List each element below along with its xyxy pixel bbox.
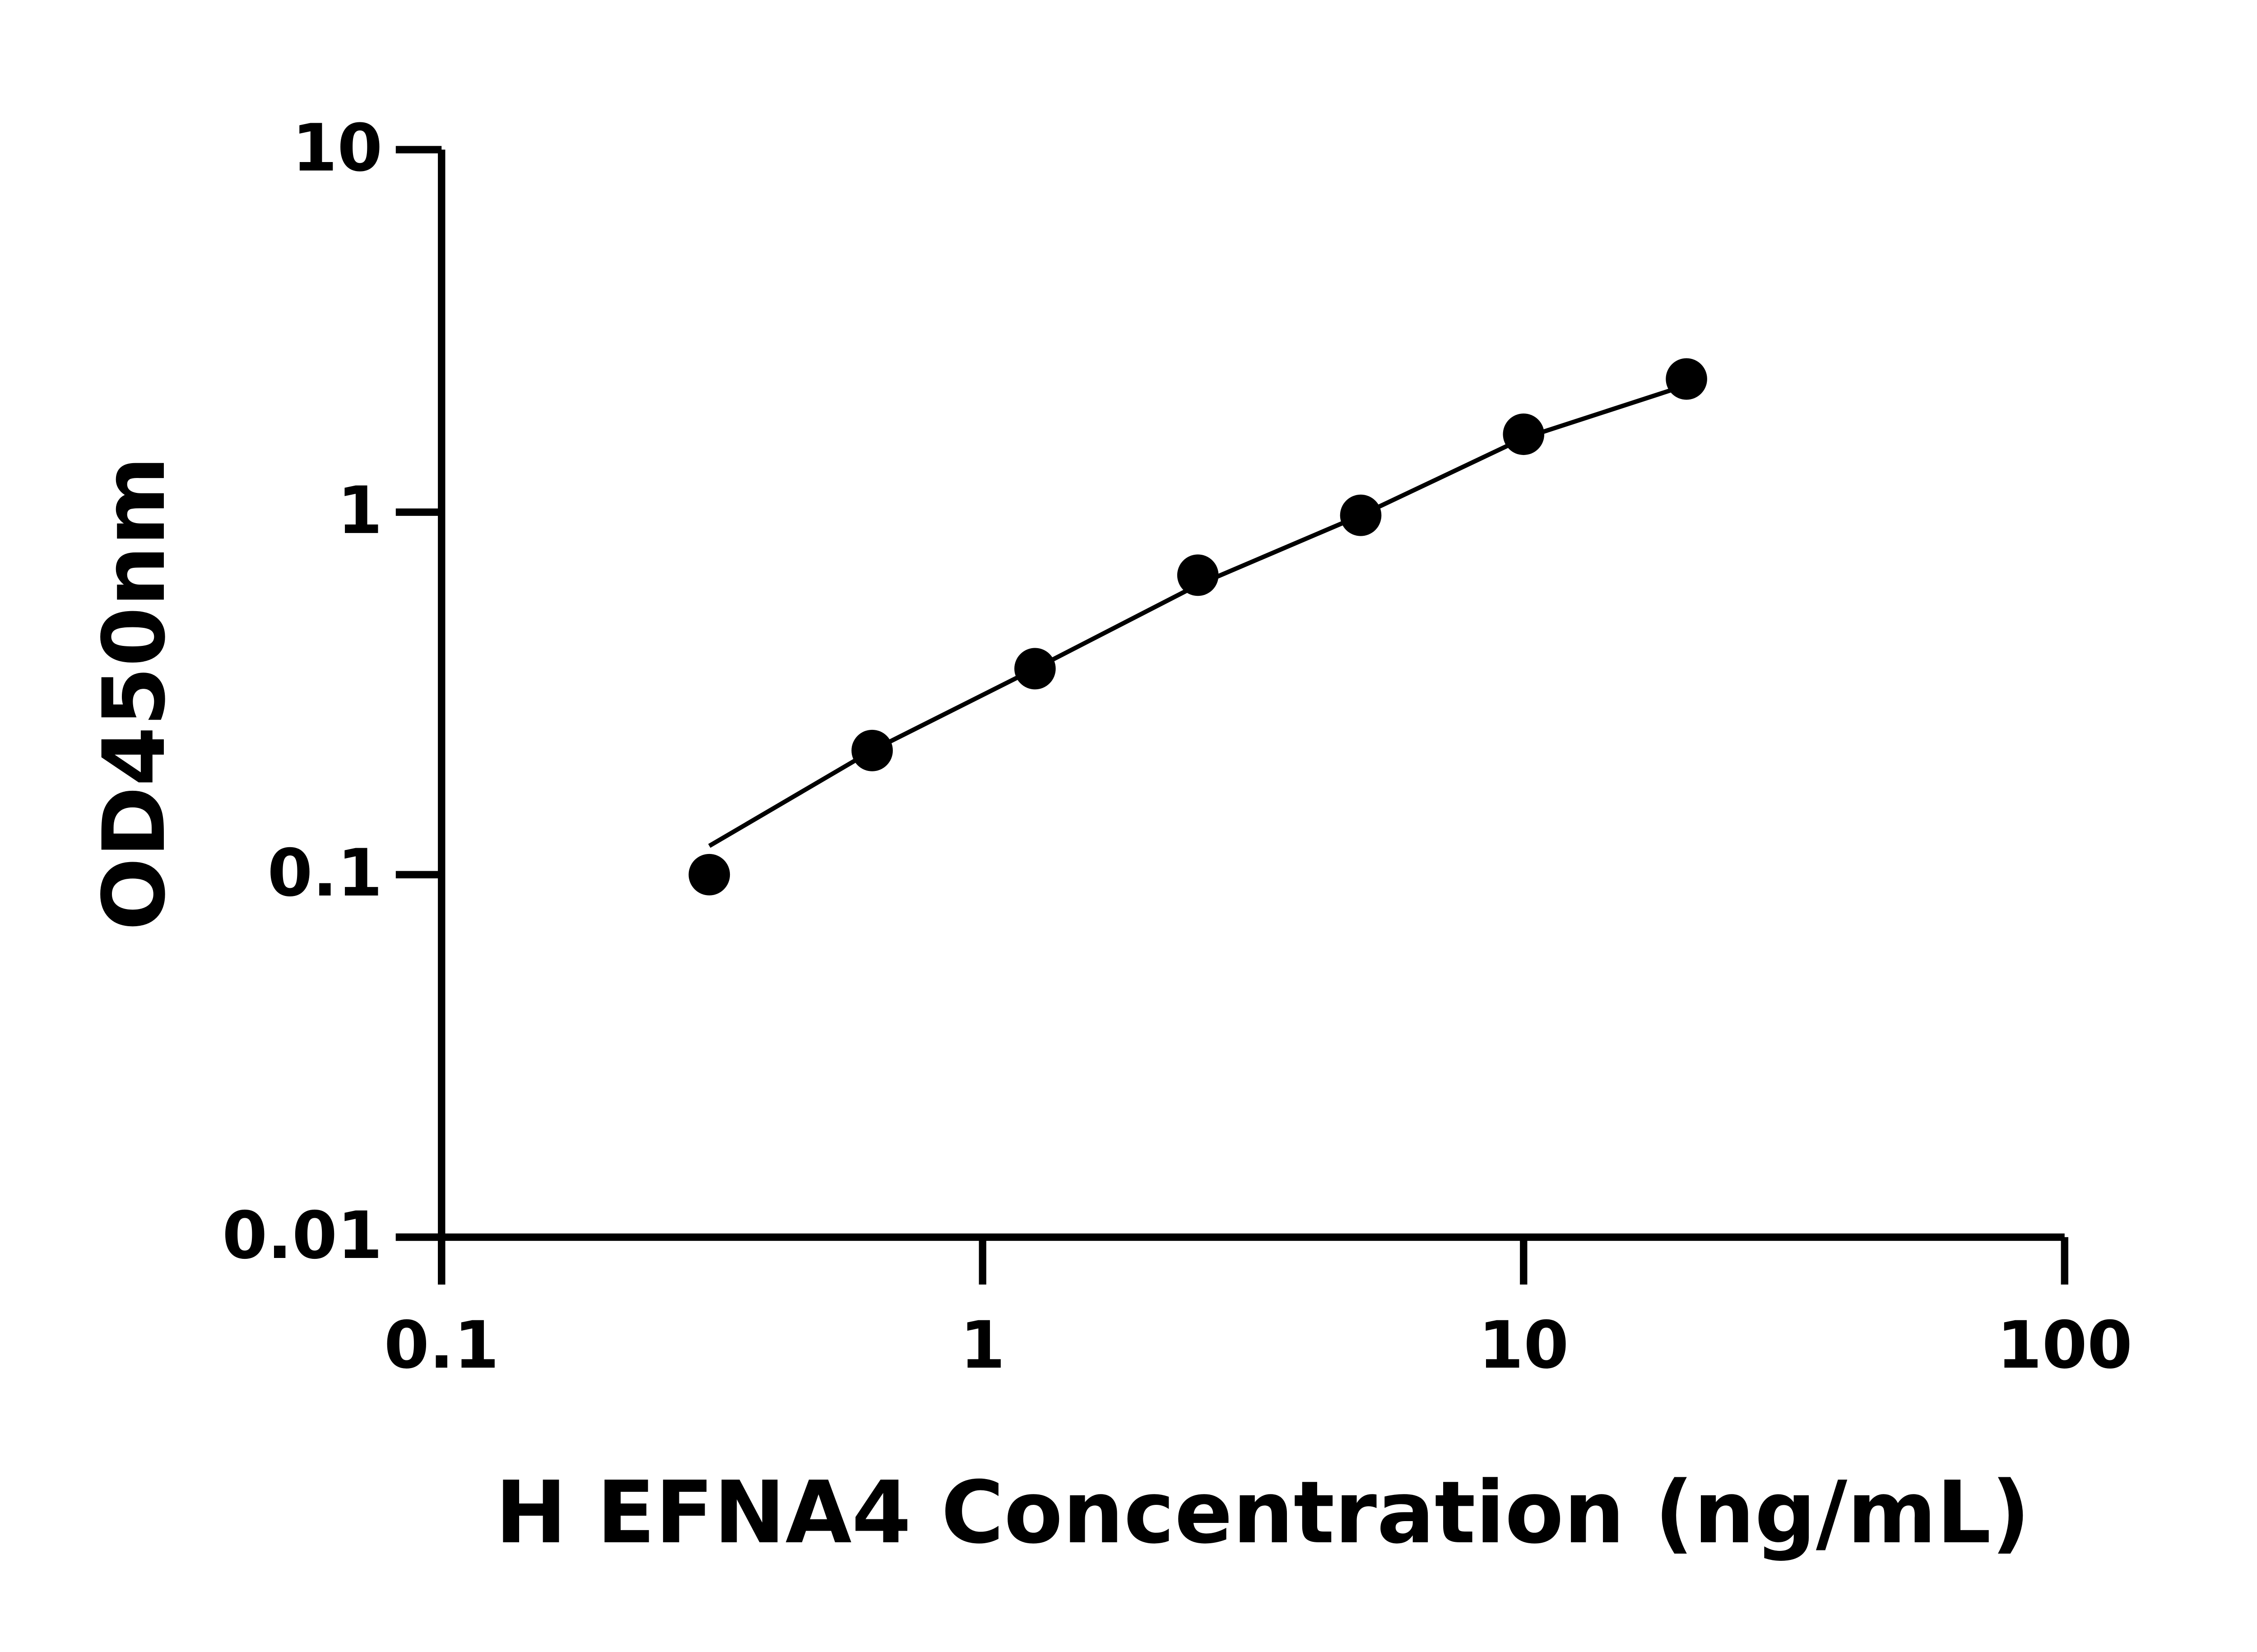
y-axis-label: OD450nm bbox=[84, 456, 184, 931]
data-point bbox=[1014, 648, 1056, 690]
y-tick-label: 10 bbox=[292, 110, 382, 186]
y-tick-label: 0.1 bbox=[267, 835, 382, 911]
data-point bbox=[851, 729, 893, 771]
fit-line bbox=[708, 383, 1687, 848]
y-tick-label: 1 bbox=[337, 473, 382, 549]
data-point bbox=[1177, 554, 1219, 596]
data-point bbox=[688, 854, 730, 896]
x-tick-label: 1 bbox=[960, 1308, 1005, 1383]
data-point bbox=[1340, 494, 1382, 536]
data-point bbox=[1666, 358, 1707, 400]
x-axis-label: H EFNA4 Concentration (ng/mL) bbox=[495, 1463, 2030, 1563]
data-point bbox=[1503, 413, 1545, 455]
x-tick-label: 0.1 bbox=[384, 1308, 499, 1383]
y-tick-label: 0.01 bbox=[222, 1198, 382, 1274]
x-tick-label: 100 bbox=[1997, 1308, 2132, 1383]
x-tick-label: 10 bbox=[1478, 1308, 1569, 1383]
